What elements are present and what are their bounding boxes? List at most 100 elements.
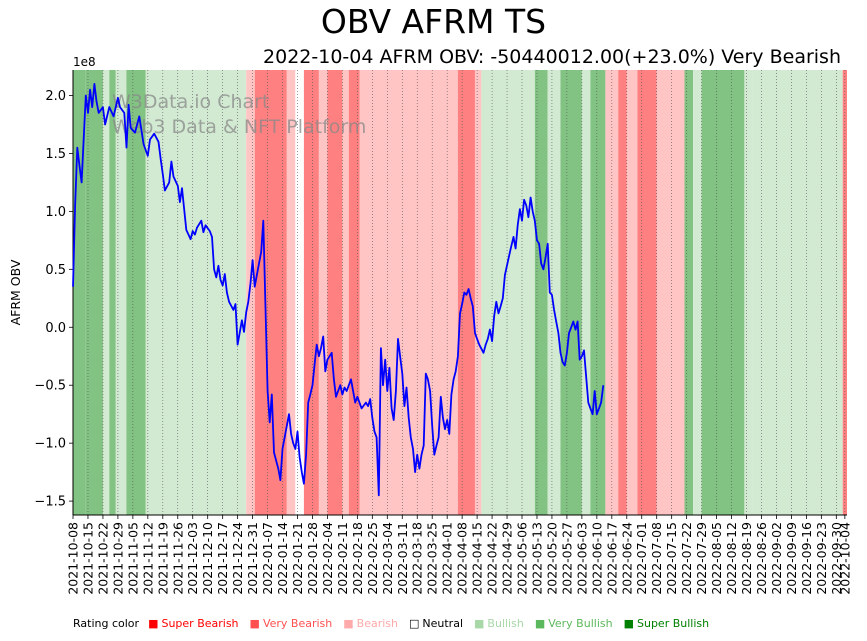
x-tick-label: 2022-09-02	[769, 522, 784, 595]
x-tick-label: 2022-04-29	[500, 522, 515, 595]
rating-band	[85, 70, 103, 515]
x-tick-label: 2022-07-08	[649, 522, 664, 595]
x-tick-label: 2021-10-22	[95, 522, 110, 595]
x-tick-label: 2022-04-22	[485, 522, 500, 595]
rating-band	[246, 70, 255, 515]
x-tick-label: 2022-07-01	[634, 522, 649, 595]
x-tick-label: 2021-10-29	[110, 522, 125, 595]
x-tick-label: 2022-07-22	[679, 522, 694, 595]
x-tick-label: 2022-05-27	[559, 522, 574, 595]
legend-label: Super Bullish	[636, 617, 710, 630]
legend-label: Bearish	[356, 617, 398, 630]
x-tick-label: 2022-04-08	[455, 522, 470, 595]
legend-swatch: ■	[148, 617, 159, 630]
legend-swatch: ■	[623, 617, 634, 630]
x-tick-label: 2022-04-01	[440, 522, 455, 595]
y-tick-label: −0.5	[34, 379, 66, 394]
rating-band	[295, 70, 304, 515]
legend-item: ■ Super Bullish	[624, 617, 714, 630]
x-tick-label: 2022-01-28	[305, 522, 320, 595]
chart-title: OBV AFRM TS	[320, 2, 547, 41]
x-tick-label: 2022-06-10	[589, 522, 604, 595]
rating-band	[581, 70, 591, 515]
x-tick-label: 2021-11-05	[125, 522, 140, 595]
rating-band	[145, 70, 247, 515]
rating-band	[618, 70, 627, 515]
x-tick-label: 2021-12-17	[215, 522, 230, 595]
x-tick-label: 2022-09-23	[814, 522, 829, 595]
legend-label: Very Bearish	[262, 617, 333, 630]
y-tick-label: 1.0	[45, 205, 66, 220]
x-tick-label: 2022-01-14	[275, 522, 290, 595]
legend-item: ■ Very Bearish	[250, 617, 337, 630]
x-tick-label: 2022-08-19	[739, 522, 754, 595]
legend-label: Super Bearish	[161, 617, 239, 630]
x-tick-label: 2022-02-11	[335, 522, 350, 595]
rating-band	[744, 70, 753, 515]
rating-band	[286, 70, 296, 515]
x-tick-label: 2022-10-04	[837, 522, 852, 595]
x-tick-label: 2022-02-04	[320, 522, 335, 595]
x-tick-label: 2021-11-12	[140, 522, 155, 595]
x-tick-label: 2022-02-18	[350, 522, 365, 595]
x-tick-label: 2022-03-04	[380, 522, 395, 595]
legend-swatch: ■	[249, 617, 260, 630]
legend-label: Very Bullish	[548, 617, 613, 630]
rating-band	[102, 70, 110, 515]
rating-band	[318, 70, 328, 515]
y-axis-label: AFRM OBV	[8, 259, 23, 325]
rating-band	[693, 70, 702, 515]
rating-band	[534, 70, 548, 515]
x-tick-label: 2022-03-25	[425, 522, 440, 595]
x-tick-label: 2022-06-24	[619, 522, 634, 595]
x-tick-label: 2022-02-25	[365, 522, 380, 595]
x-tick-label: 2022-09-09	[784, 522, 799, 595]
x-tick-label: 2022-05-06	[515, 522, 530, 595]
legend-item: ■ Super Bearish	[148, 617, 242, 630]
legend: Rating color ■ Super Bearish ■ Very Bearish ■…	[73, 617, 720, 630]
legend-label: Neutral	[422, 617, 464, 630]
y-tick-label: 1.5	[45, 147, 66, 162]
y-tick-label: −1.0	[34, 437, 66, 452]
rating-band	[590, 70, 606, 515]
legend-title: Rating color	[73, 617, 140, 630]
x-tick-label: 2022-07-15	[664, 522, 679, 595]
rating-band	[109, 70, 116, 515]
x-tick-label: 2021-12-10	[200, 522, 215, 595]
y-tick-label: 2.0	[45, 89, 66, 104]
legend-item: ■ Bearish	[343, 617, 402, 630]
rating-band	[348, 70, 360, 515]
legend-swatch: ■	[474, 617, 485, 630]
watermark: Web3 Data & NFT Platform	[112, 116, 366, 138]
rating-band	[560, 70, 582, 515]
x-tick-label: 2021-11-19	[155, 522, 170, 595]
rating-band	[547, 70, 561, 515]
y-multiplier-label: 1e8	[73, 55, 96, 69]
legend-swatch: ■	[534, 617, 546, 630]
rating-band	[656, 70, 685, 515]
rating-band	[701, 70, 745, 515]
x-tick-label: 2022-03-18	[410, 522, 425, 595]
x-tick-label: 2022-08-12	[724, 522, 739, 595]
legend-item: ■ Very Bullish	[535, 617, 617, 630]
rating-band	[481, 70, 535, 515]
y-tick-label: 0.0	[45, 321, 66, 336]
rating-band	[637, 70, 657, 515]
x-tick-label: 2021-11-26	[170, 522, 185, 595]
legend-label: Bullish	[487, 617, 524, 630]
y-tick-label: −1.5	[34, 495, 66, 510]
legend-item: ■ Bullish	[474, 617, 528, 630]
x-tick-label: 2022-06-17	[604, 522, 619, 595]
x-tick-label: 2022-05-13	[529, 522, 544, 595]
rating-band	[327, 70, 343, 515]
rating-band	[359, 70, 458, 515]
x-tick-label: 2021-12-24	[230, 522, 245, 595]
x-tick-label: 2022-09-30	[829, 522, 844, 595]
y-tick-label: 0.5	[45, 263, 66, 278]
x-tick-label: 2022-05-20	[544, 522, 559, 595]
x-tick-label: 2022-01-21	[290, 522, 305, 595]
x-tick-label: 2021-12-31	[245, 522, 260, 595]
x-tick-label: 2022-04-15	[470, 522, 485, 595]
rating-band	[474, 70, 482, 515]
x-tick-label: 2021-10-08	[66, 522, 81, 595]
